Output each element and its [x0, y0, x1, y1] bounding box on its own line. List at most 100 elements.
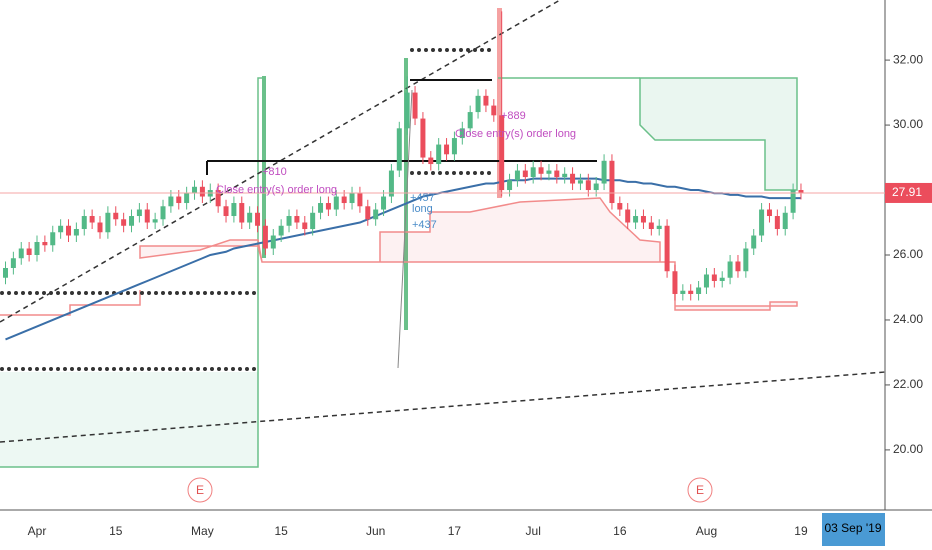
- candle-body: [640, 216, 646, 223]
- candle-body: [467, 112, 473, 129]
- candle-body: [2, 267, 8, 278]
- price-axis-bg: [885, 0, 932, 550]
- cursor-date-box: [822, 513, 885, 546]
- candle-body: [26, 248, 32, 255]
- candle-body: [798, 190, 804, 193]
- candle-body: [538, 167, 544, 174]
- x-tick-label: May: [191, 524, 214, 538]
- earnings-marker: E: [696, 483, 704, 497]
- candle-body: [499, 115, 505, 191]
- x-tick-label: 19: [794, 524, 808, 538]
- candle-body: [58, 225, 64, 233]
- annotation: +889: [501, 110, 526, 122]
- y-tick-label: 26.00: [893, 247, 923, 261]
- candle-body: [349, 193, 355, 204]
- candle-body: [703, 274, 709, 288]
- candle-body: [50, 232, 56, 246]
- candle-body: [719, 277, 725, 281]
- candle-body: [365, 206, 371, 220]
- green-bar: [404, 58, 408, 330]
- x-tick-label: 15: [274, 524, 288, 538]
- candle-body: [129, 216, 135, 226]
- candle-body: [680, 290, 686, 294]
- annotation: Close entry(s) order long: [455, 128, 576, 140]
- candle-body: [711, 274, 717, 281]
- annotation: +810: [262, 166, 287, 178]
- annotation: +457: [410, 192, 435, 204]
- candle-body: [310, 212, 316, 230]
- candle-body: [751, 235, 757, 249]
- earnings-circle: [687, 477, 713, 503]
- candle-body: [199, 186, 205, 197]
- candle-body: [10, 258, 16, 268]
- candle-body: [325, 203, 331, 210]
- y-tick-label: 22.00: [893, 377, 923, 391]
- candle-body: [522, 170, 528, 178]
- candle-body: [184, 193, 190, 204]
- x-tick-label: Jun: [366, 524, 385, 538]
- candle-body: [97, 222, 103, 233]
- candle-body: [18, 248, 24, 259]
- green-zone: [0, 372, 258, 467]
- candle-body: [333, 196, 339, 210]
- earnings-marker: E: [196, 483, 204, 497]
- candle-body: [664, 225, 670, 272]
- candle-body: [412, 92, 418, 119]
- dotted-levels: [0, 48, 495, 371]
- candle-body: [318, 203, 324, 213]
- cursor-date-label: 03 Sep '19: [824, 521, 881, 535]
- candle-body: [373, 209, 379, 220]
- candle-body: [601, 160, 607, 184]
- candle-body: [144, 209, 150, 223]
- y-tick-label: 32.00: [893, 52, 923, 66]
- candle-body: [262, 225, 268, 249]
- candle-body: [593, 183, 599, 191]
- candle-body: [688, 290, 694, 294]
- green-step: [0, 77, 262, 468]
- candle-body: [483, 95, 489, 106]
- candle-body: [152, 219, 158, 223]
- candle-body: [278, 225, 284, 236]
- candle-body: [491, 105, 497, 116]
- candle-body: [585, 180, 591, 191]
- candle-body: [735, 261, 741, 272]
- candle-body: [168, 196, 174, 207]
- candle-body: [790, 190, 796, 213]
- candle-body: [444, 144, 450, 155]
- candle-body: [388, 170, 394, 197]
- last-price-label: 27.91: [892, 185, 922, 199]
- green-zone: [639, 77, 798, 191]
- candle-body: [514, 170, 520, 181]
- candle-body: [357, 193, 363, 207]
- candle-body: [451, 138, 457, 155]
- candle-body: [231, 203, 237, 217]
- candle-body: [302, 222, 308, 230]
- candle-body: [121, 219, 127, 226]
- trend-line: [0, 371, 886, 443]
- candle-body: [459, 128, 465, 139]
- candle-body: [42, 242, 48, 246]
- candle-body: [570, 173, 576, 184]
- candle-body: [672, 271, 678, 294]
- red-bar: [497, 8, 502, 198]
- candle-body: [341, 196, 347, 204]
- candle-body: [617, 203, 623, 210]
- candle-body: [223, 206, 229, 217]
- candle-body: [396, 128, 402, 171]
- candle-body: [192, 186, 198, 194]
- candle-body: [215, 190, 221, 207]
- candle-body: [286, 216, 292, 226]
- candle-body: [562, 173, 568, 178]
- x-tick-label: 16: [613, 524, 627, 538]
- candle-body: [255, 212, 261, 226]
- last-price-box: [885, 182, 932, 203]
- candle-body: [782, 212, 788, 230]
- candle-body: [420, 118, 426, 158]
- candle-body: [113, 212, 119, 220]
- candle-body: [743, 248, 749, 272]
- candle-body: [136, 209, 142, 217]
- candle-body: [648, 222, 654, 230]
- y-tick-label: 30.00: [893, 117, 923, 131]
- x-tick-label: Aug: [696, 524, 717, 538]
